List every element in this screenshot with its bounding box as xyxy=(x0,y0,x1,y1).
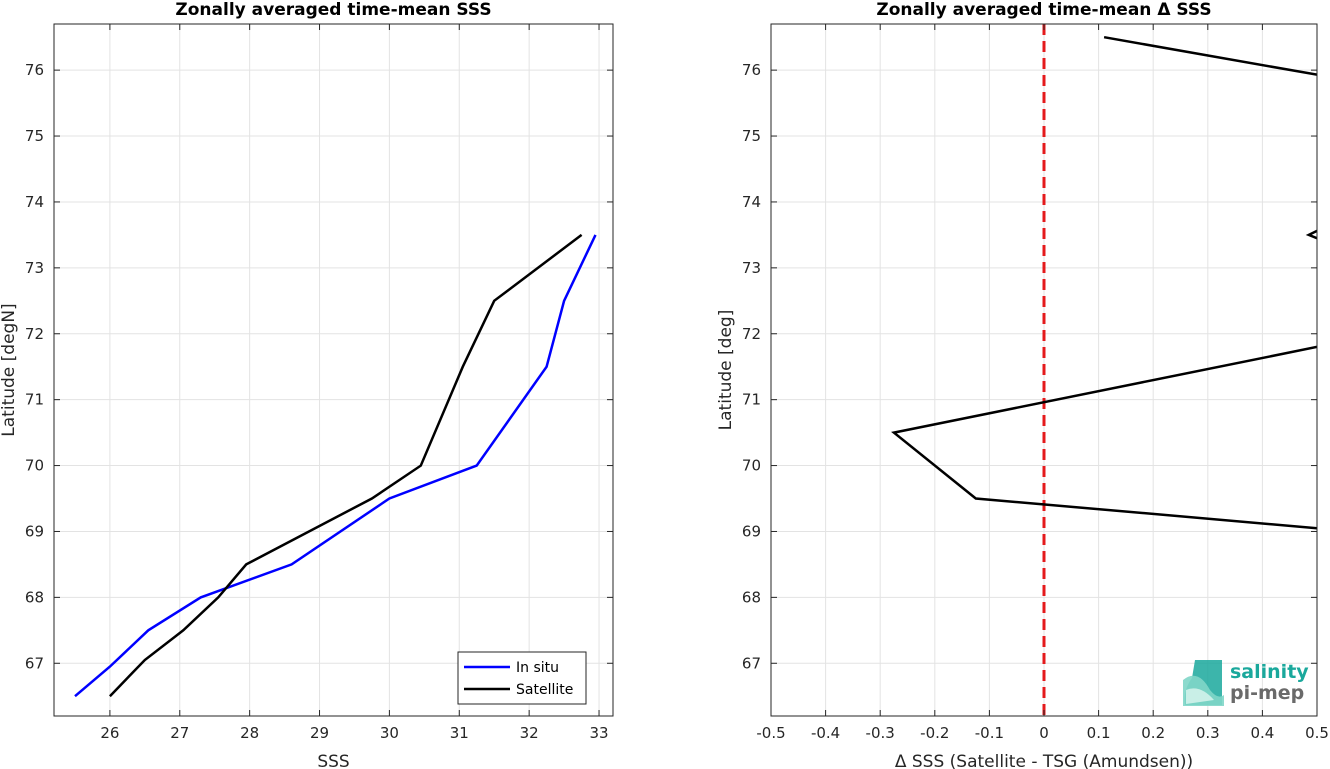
x-tick-label: 26 xyxy=(100,724,119,742)
x-tick-label: -0.1 xyxy=(975,724,1004,742)
y-tick-label: 69 xyxy=(742,522,761,540)
y-tick-label: 76 xyxy=(25,61,44,79)
x-tick-label: 0.3 xyxy=(1196,724,1220,742)
y-tick-label: 71 xyxy=(742,391,761,409)
legend-label: In situ xyxy=(516,660,559,676)
logo-line2: pi-mep xyxy=(1230,682,1304,704)
y-tick-label: 68 xyxy=(742,588,761,606)
x-tick-label: -0.5 xyxy=(756,724,785,742)
y-tick-label: 73 xyxy=(742,259,761,277)
y-tick-label: 71 xyxy=(25,391,44,409)
plot-frame xyxy=(53,23,614,717)
y-tick-label: 75 xyxy=(742,127,761,145)
y-tick-label: 67 xyxy=(25,654,44,672)
x-tick-label: 33 xyxy=(589,724,608,742)
x-tick-label: 31 xyxy=(450,724,469,742)
y-tick-label: 70 xyxy=(742,457,761,475)
salinity-pi-mep-logo: salinity pi-mep xyxy=(1183,660,1309,706)
left-panel: 26 27 28 29 30 31 32 33 67 68 69 70 71 72 73 74 75 76 Zona… xyxy=(0,0,614,769)
x-tick-label: -0.3 xyxy=(866,724,895,742)
legend-label: Satellite xyxy=(516,682,573,698)
x-tick-label: -0.2 xyxy=(920,724,949,742)
y-tick-label: 76 xyxy=(742,61,761,79)
series-satellite xyxy=(109,233,583,698)
y-axis-label: Latitude [deg] xyxy=(716,310,736,431)
x-tick-label: 0.5 xyxy=(1305,724,1329,742)
x-tick-label: 28 xyxy=(240,724,259,742)
y-tick-label: 73 xyxy=(25,259,44,277)
logo-waves-icon xyxy=(1183,660,1224,706)
legend: In situ Satellite xyxy=(457,651,587,705)
y-tick-label: 72 xyxy=(742,325,761,343)
series-line-1 xyxy=(1305,229,1317,240)
x-tick-label: 0.2 xyxy=(1141,724,1165,742)
x-axis-label: SSS xyxy=(317,752,349,769)
series-line-0 xyxy=(1103,35,1317,76)
legend-box xyxy=(457,651,587,705)
x-tick-label: 32 xyxy=(520,724,539,742)
y-tick-label: 74 xyxy=(742,193,761,211)
x-tick-label: 0.1 xyxy=(1087,724,1111,742)
y-tick-label: 74 xyxy=(25,193,44,211)
y-tick-label: 67 xyxy=(742,654,761,672)
x-tick-label: 30 xyxy=(380,724,399,742)
right-panel: -0.5 -0.4 -0.3 -0.2 -0.1 0 0.1 0.2 0.3 0.4 0.5 67 68… xyxy=(716,0,1329,769)
x-tick-label: -0.4 xyxy=(811,724,840,742)
y-tick-label: 70 xyxy=(25,457,44,475)
y-tick-label: 69 xyxy=(25,522,44,540)
series-line-2 xyxy=(891,345,1317,530)
x-tick-label: 0.4 xyxy=(1250,724,1274,742)
series-in-situ xyxy=(74,234,597,698)
chart-title: Zonally averaged time-mean SSS xyxy=(175,0,491,20)
x-tick-label: 29 xyxy=(310,724,329,742)
y-tick-label: 75 xyxy=(25,127,44,145)
y-axis-label: Latitude [degN] xyxy=(0,303,19,436)
y-tick-label: 72 xyxy=(25,325,44,343)
x-tick-label: 0 xyxy=(1039,724,1049,742)
x-tick-label: 27 xyxy=(170,724,189,742)
y-tick-label: 68 xyxy=(25,588,44,606)
x-axis-label: Δ SSS (Satellite - TSG (Amundsen)) xyxy=(895,752,1193,769)
chart-title: Zonally averaged time-mean Δ SSS xyxy=(876,0,1211,20)
logo-line1: salinity xyxy=(1230,661,1309,683)
